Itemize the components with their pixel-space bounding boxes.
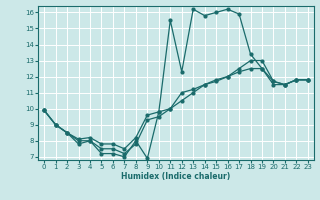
X-axis label: Humidex (Indice chaleur): Humidex (Indice chaleur) (121, 172, 231, 181)
